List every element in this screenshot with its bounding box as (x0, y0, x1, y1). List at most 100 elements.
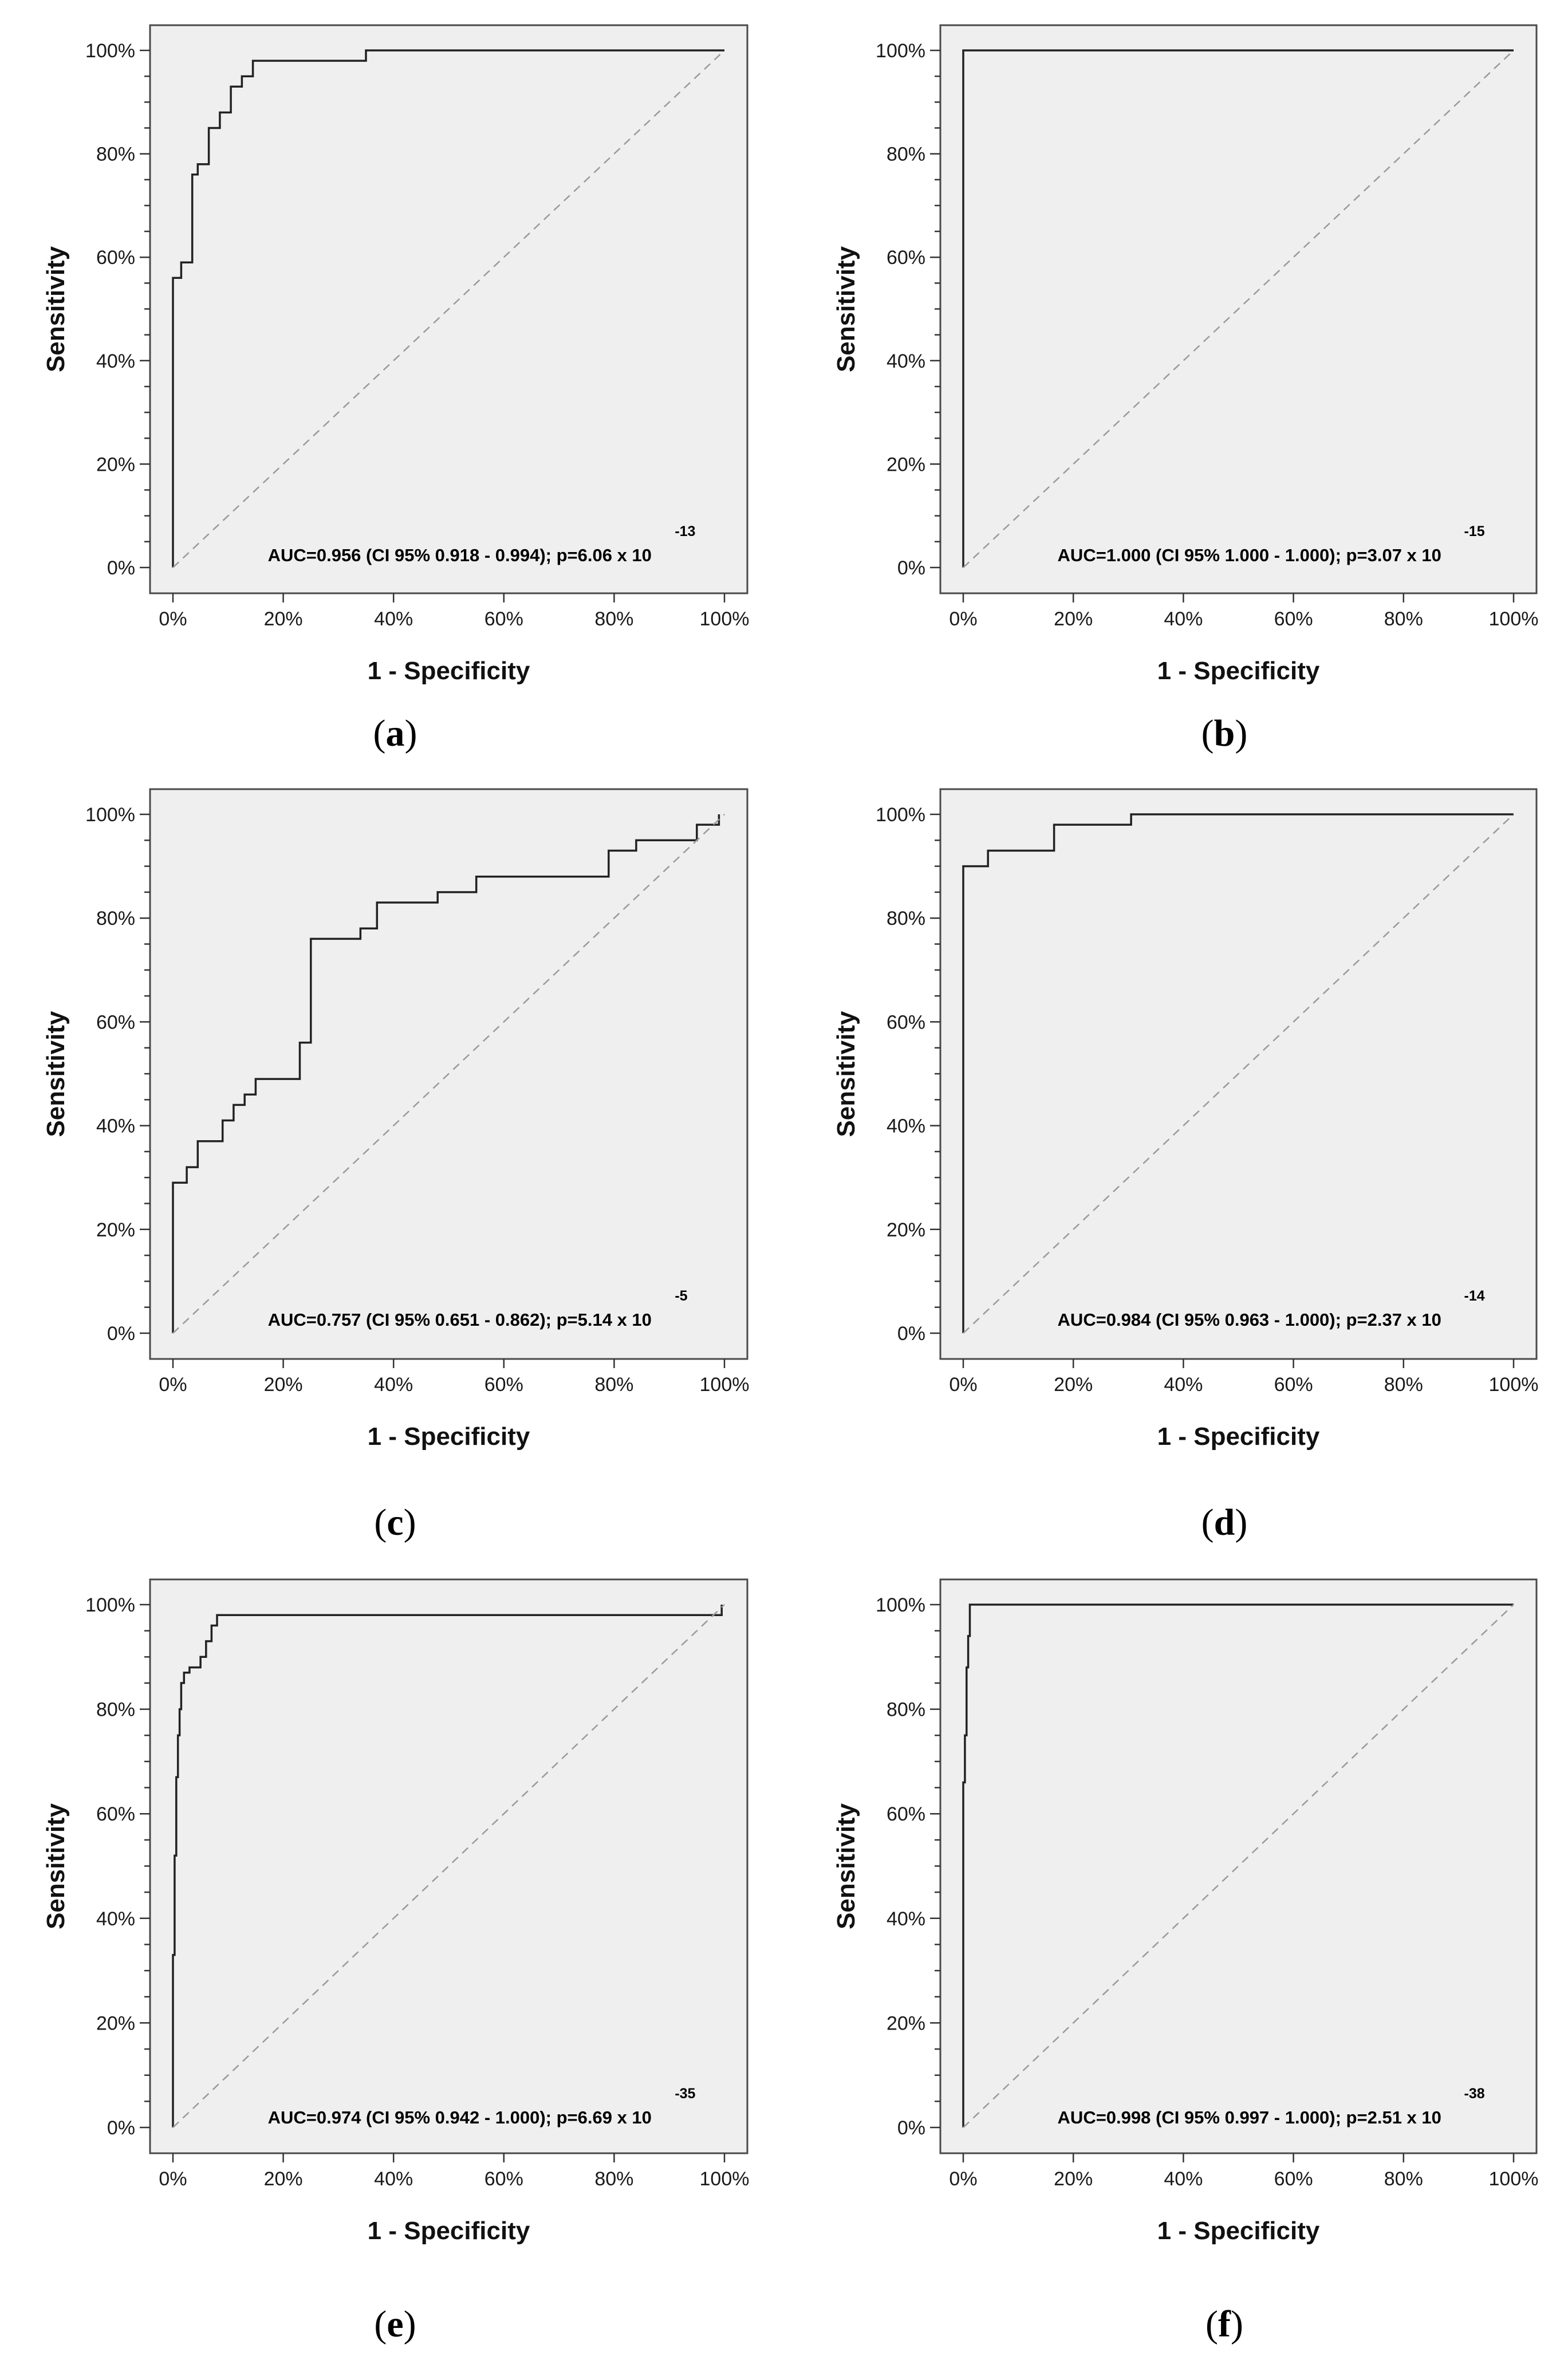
y-tick-label: 60% (887, 1011, 925, 1033)
x-tick-label: 80% (1384, 608, 1423, 630)
y-tick-label: 100% (85, 804, 135, 826)
x-tick-label: 20% (264, 1374, 303, 1396)
panel-label: (a) (373, 712, 417, 754)
y-tick-label: 40% (887, 1908, 925, 1930)
x-axis-title: 1 - Specificity (368, 657, 530, 685)
y-axis-title: Sensitivity (832, 1803, 860, 1929)
auc-annotation: AUC=0.998 (CI 95% 0.997 - 1.000); p=2.51… (1058, 2107, 1441, 2127)
panel-label-open: ( (374, 1502, 387, 1543)
panel-label-open: ( (1201, 712, 1214, 754)
panel-label: (d) (1201, 1502, 1248, 1543)
panel-label-close: ) (1235, 712, 1247, 754)
y-tick-label: 60% (887, 247, 925, 269)
panel-label-close: ) (404, 2303, 416, 2345)
roc-curve (962, 1603, 1514, 2127)
reference-diagonal-line (963, 814, 1514, 1334)
x-axis-title: 1 - Specificity (368, 1423, 530, 1451)
auc-exponent: -15 (1464, 523, 1485, 539)
x-tick-label: 60% (484, 608, 523, 630)
panel-label-letter: b (1214, 712, 1235, 754)
roc-panel-d: 0% 20% 40% 60% 80% 100% 0% 20% 40% 60% 80% 100% 1 - … (832, 788, 1539, 1543)
y-tick-label: 100% (876, 1594, 925, 1616)
y-tick-label: 0% (897, 1323, 925, 1345)
panel-label-open: ( (1205, 2303, 1218, 2345)
y-tick-label: 80% (887, 908, 925, 929)
panel-label: (c) (374, 1502, 416, 1543)
panel-label-open: ( (1201, 1502, 1214, 1543)
y-axis-title: Sensitivity (42, 1803, 70, 1929)
x-tick-label: 20% (1054, 608, 1093, 630)
x-tick-label: 20% (1054, 1374, 1093, 1396)
y-tick-label: 20% (887, 1219, 925, 1241)
y-axis-title: Sensitivity (42, 246, 70, 372)
y-tick-label: 60% (96, 1011, 135, 1033)
y-tick-label: 40% (887, 1116, 925, 1137)
x-tick-label: 100% (1489, 608, 1539, 630)
panel-label-open: ( (373, 712, 386, 754)
roc-curve (962, 813, 1514, 1333)
y-tick-label: 0% (107, 2117, 135, 2139)
auc-annotation: AUC=0.956 (CI 95% 0.918 - 0.994); p=6.06… (268, 545, 652, 565)
x-tick-label: 40% (374, 2168, 413, 2190)
x-axis-title: 1 - Specificity (1157, 1423, 1320, 1451)
x-tick-label: 100% (700, 608, 750, 630)
x-tick-label: 100% (700, 2168, 750, 2190)
reference-diagonal-line (172, 814, 725, 1334)
panel-label-close: ) (1231, 2303, 1243, 2345)
y-tick-label: 100% (85, 40, 135, 62)
x-tick-label: 60% (484, 2168, 523, 2190)
y-tick-label: 80% (96, 1699, 135, 1721)
x-tick-label: 20% (1054, 2168, 1093, 2190)
roc-panel-f: 0% 20% 40% 60% 80% 100% 0% 20% 40% 60% 80% 100% 1 - … (832, 1578, 1539, 2345)
plot-area (939, 1578, 1538, 2154)
y-tick-label: 40% (96, 1908, 135, 1930)
y-tick-label: 80% (887, 1699, 925, 1721)
y-tick-label: 60% (887, 1803, 925, 1825)
y-tick-label: 100% (876, 804, 925, 826)
y-tick-label: 80% (887, 144, 925, 166)
y-tick-label: 60% (96, 1803, 135, 1825)
y-axis-title: Sensitivity (832, 1011, 860, 1137)
x-tick-label: 0% (159, 2168, 187, 2190)
plot-area (149, 1578, 748, 2154)
y-tick-label: 0% (897, 557, 925, 579)
x-tick-label: 20% (264, 2168, 303, 2190)
x-tick-label: 60% (1274, 2168, 1313, 2190)
x-tick-label: 100% (700, 1374, 750, 1396)
x-tick-label: 100% (1489, 2168, 1539, 2190)
x-tick-label: 80% (1384, 2168, 1423, 2190)
y-tick-label: 40% (887, 350, 925, 372)
y-tick-label: 20% (887, 2012, 925, 2034)
x-tick-label: 80% (594, 1374, 633, 1396)
y-tick-label: 40% (96, 350, 135, 372)
roc-curve (172, 814, 720, 1333)
y-tick-label: 0% (897, 2117, 925, 2139)
x-tick-label: 80% (594, 608, 633, 630)
auc-annotation: AUC=1.000 (CI 95% 1.000 - 1.000); p=3.07… (1058, 545, 1441, 565)
panel-label-letter: f (1218, 2303, 1231, 2345)
x-tick-label: 0% (159, 1374, 187, 1396)
reference-diagonal-line (172, 50, 725, 568)
x-tick-label: 40% (1164, 1374, 1203, 1396)
y-tick-label: 20% (96, 454, 135, 475)
x-tick-label: 80% (1384, 1374, 1423, 1396)
x-tick-label: 60% (1274, 1374, 1313, 1396)
x-tick-label: 100% (1489, 1374, 1539, 1396)
roc-curve (172, 49, 724, 568)
y-tick-label: 20% (887, 454, 925, 475)
y-tick-label: 100% (876, 40, 925, 62)
x-axis-title: 1 - Specificity (1157, 2217, 1320, 2245)
panels: 0% 20% 40% 60% 80% 100% 0% 20% 40% 60% 80% 100% 1 - … (42, 24, 1539, 2345)
x-tick-label: 0% (949, 2168, 977, 2190)
x-tick-label: 80% (594, 2168, 633, 2190)
roc-panel-c: 0% 20% 40% 60% 80% 100% 0% 20% 40% 60% 80% 100% 1 - … (42, 788, 750, 1543)
y-tick-label: 100% (85, 1594, 135, 1616)
panel-label-letter: d (1214, 1502, 1235, 1543)
y-tick-label: 20% (96, 1219, 135, 1241)
panel-label-close: ) (405, 712, 417, 754)
y-tick-label: 0% (107, 557, 135, 579)
reference-diagonal-line (172, 1604, 725, 2128)
panel-label-letter: e (387, 2303, 403, 2345)
reference-diagonal-line (963, 50, 1514, 568)
auc-exponent: -38 (1464, 2086, 1485, 2102)
